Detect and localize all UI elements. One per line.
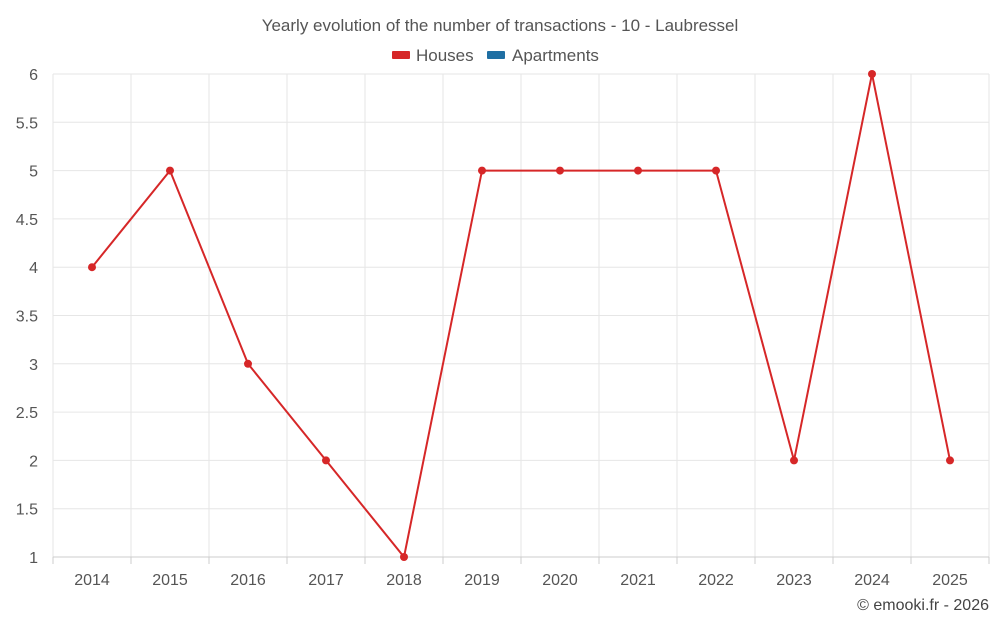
x-tick-label: 2014 bbox=[74, 572, 110, 589]
y-tick-label: 2 bbox=[29, 453, 38, 470]
legend-swatch-houses bbox=[392, 51, 410, 59]
series-line bbox=[91, 73, 951, 558]
x-tick-label: 2021 bbox=[620, 572, 656, 589]
data-point[interactable] bbox=[712, 166, 720, 175]
data-point[interactable] bbox=[322, 456, 330, 465]
legend-item-houses[interactable]: Houses bbox=[392, 46, 474, 65]
series-houses bbox=[88, 70, 954, 561]
y-tick-label: 5.5 bbox=[16, 115, 38, 132]
x-tick-label: 2019 bbox=[464, 572, 500, 589]
chart-title: Yearly evolution of the number of transa… bbox=[262, 16, 739, 35]
data-point[interactable] bbox=[244, 359, 252, 368]
x-tick-label: 2015 bbox=[152, 572, 188, 589]
credit-text: © emooki.fr - 2026 bbox=[857, 597, 989, 614]
y-tick-label: 5 bbox=[29, 164, 38, 181]
y-tick-label: 1.5 bbox=[16, 502, 38, 519]
data-point[interactable] bbox=[790, 456, 798, 465]
x-tick-label: 2025 bbox=[932, 572, 968, 589]
data-point[interactable] bbox=[556, 166, 564, 175]
y-tick-label: 3.5 bbox=[16, 309, 38, 326]
data-point[interactable] bbox=[88, 263, 96, 272]
y-axis: 1 1.5 2 2.5 3 3.5 4 4.5 5 5.5 6 bbox=[16, 67, 38, 567]
data-point[interactable] bbox=[868, 70, 876, 78]
x-tick-label: 2017 bbox=[308, 572, 344, 589]
x-tick-label: 2020 bbox=[542, 572, 578, 589]
data-point[interactable] bbox=[478, 166, 486, 175]
x-tick-label: 2024 bbox=[854, 572, 890, 589]
legend: Houses Apartments bbox=[392, 46, 599, 65]
data-point[interactable] bbox=[634, 166, 642, 175]
y-tick-label: 6 bbox=[29, 67, 38, 84]
legend-label-houses: Houses bbox=[416, 46, 474, 65]
x-axis: 2014 2015 2016 2017 2018 2019 2020 2021 2022 2023… bbox=[52, 556, 990, 589]
legend-label-apartments: Apartments bbox=[512, 46, 599, 65]
legend-swatch-apartments bbox=[487, 51, 505, 59]
data-point[interactable] bbox=[166, 166, 174, 175]
x-tick-label: 2016 bbox=[230, 572, 266, 589]
x-tick-label: 2022 bbox=[698, 572, 734, 589]
x-tick-label: 2018 bbox=[386, 572, 422, 589]
data-point[interactable] bbox=[400, 553, 408, 561]
data-point[interactable] bbox=[946, 456, 954, 465]
y-tick-label: 4 bbox=[29, 260, 38, 277]
y-tick-label: 2.5 bbox=[16, 405, 38, 422]
grid bbox=[52, 73, 990, 558]
y-tick-label: 4.5 bbox=[16, 212, 38, 229]
x-tick-label: 2023 bbox=[776, 572, 812, 589]
legend-item-apartments[interactable]: Apartments bbox=[487, 46, 599, 65]
y-tick-label: 1 bbox=[29, 550, 38, 567]
y-tick-label: 3 bbox=[29, 357, 38, 374]
